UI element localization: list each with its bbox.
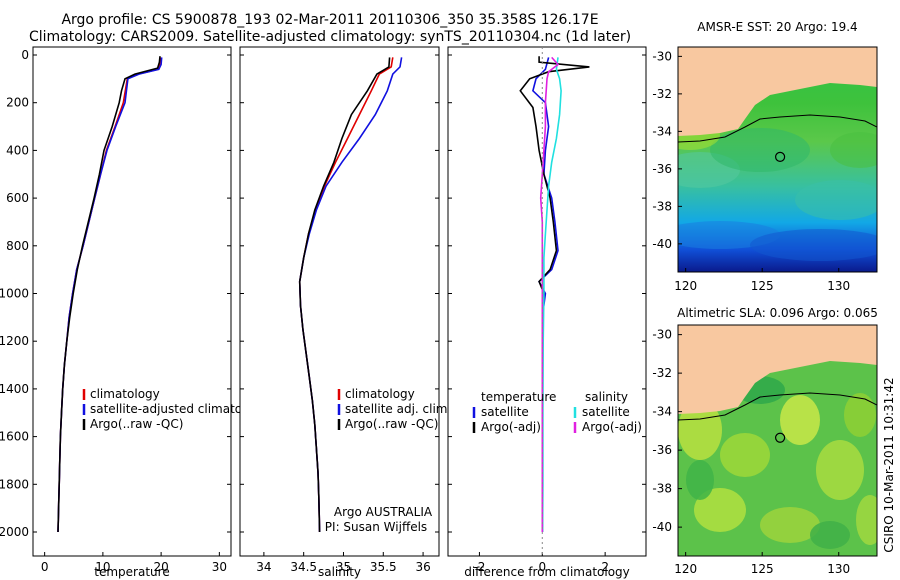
y-tick-label: -30 xyxy=(652,328,672,342)
shelf-contour xyxy=(678,392,877,421)
map-frame xyxy=(677,46,878,273)
y-tick-label: -38 xyxy=(652,199,672,213)
sla-patch xyxy=(816,440,864,500)
plot-frame xyxy=(447,46,647,557)
legend-label: satellite adj. clim. xyxy=(345,402,451,416)
profile-panel-1: 0 10 20 30 temperature 0 200 400 600 800 1000 1200 1… xyxy=(0,46,268,579)
legend-label: Argo(-adj) xyxy=(582,420,642,434)
series-line-3 xyxy=(57,56,161,533)
y-tick-label: -30 xyxy=(652,49,672,63)
legend-label: Argo(..raw -QC) xyxy=(90,417,183,431)
annotation-line-2: PI: Susan Wijffels xyxy=(325,520,427,534)
y-tick-label: 1600 xyxy=(0,430,29,444)
profile-panel-2: 34 34.5 35 35.5 36 salinity climatologysatelli… xyxy=(239,46,451,579)
x-tick-label: 0 xyxy=(41,560,49,574)
annotation-line-1: Argo AUSTRALIA xyxy=(334,505,433,519)
legend-label: climatology xyxy=(90,387,160,401)
x-tick-label: -2 xyxy=(473,560,485,574)
legend-label: Argo(-adj) xyxy=(481,420,541,434)
y-tick-label: -34 xyxy=(652,124,672,138)
plot-frame xyxy=(32,46,232,557)
sst-patch xyxy=(830,132,877,168)
profile-location-marker xyxy=(775,432,786,443)
series-line-3 xyxy=(298,57,391,533)
x-axis-label: difference from climatology xyxy=(464,565,630,579)
y-tick-label: -40 xyxy=(652,520,672,534)
x-axis-label: salinity xyxy=(318,565,361,579)
sla-patch xyxy=(720,433,770,477)
x-tick-label: 34.5 xyxy=(290,560,317,574)
credit-timestamp: CSIRO 10-Mar-2011 10:31:42 xyxy=(882,377,896,552)
y-tick-label: 200 xyxy=(6,96,29,110)
x-tick-label: 10 xyxy=(95,560,110,574)
y-tick-label: -32 xyxy=(652,87,672,101)
sla-patch xyxy=(810,521,850,549)
shelf-contour xyxy=(678,114,877,143)
sst-patch xyxy=(710,128,810,172)
x-tick-label: 130 xyxy=(827,279,850,293)
y-tick-label: 800 xyxy=(6,239,29,253)
y-tick-label: 600 xyxy=(6,191,29,205)
x-tick-label: 34 xyxy=(256,560,271,574)
y-tick-label: -40 xyxy=(652,237,672,251)
sla-patch xyxy=(694,488,746,532)
map-field xyxy=(678,47,877,272)
y-tick-label: -36 xyxy=(652,443,672,457)
y-tick-label: 1200 xyxy=(0,334,29,348)
legend-header: temperature xyxy=(481,390,556,404)
map-frame xyxy=(677,324,878,557)
y-tick-label: -32 xyxy=(652,366,672,380)
x-tick-label: 30 xyxy=(212,560,227,574)
x-tick-label: 125 xyxy=(751,562,774,576)
x-tick-label: 120 xyxy=(674,562,697,576)
y-tick-label: -38 xyxy=(652,482,672,496)
x-tick-label: 2 xyxy=(601,560,609,574)
sla-patch xyxy=(780,395,820,445)
series-line-4 xyxy=(539,56,560,532)
y-tick-label: -36 xyxy=(652,162,672,176)
map-title: Altimetric SLA: 0.096 Argo: 0.065 xyxy=(677,306,878,320)
land-mass xyxy=(678,325,877,414)
sla-patch xyxy=(686,460,714,500)
x-tick-label: 36 xyxy=(415,560,430,574)
y-tick-label: -34 xyxy=(652,405,672,419)
land-mass xyxy=(678,47,877,136)
x-tick-label: 35 xyxy=(336,560,351,574)
legend-label: satellite-adjusted climatology xyxy=(90,402,268,416)
x-axis-label: temperature xyxy=(94,565,169,579)
x-tick-label: 0 xyxy=(538,560,546,574)
y-tick-label: 2000 xyxy=(0,525,29,539)
x-tick-label: 120 xyxy=(674,279,697,293)
sla-patch xyxy=(760,507,820,543)
y-tick-label: 1800 xyxy=(0,477,29,491)
page-title-line-2: Climatology: CARS2009. Satellite-adjuste… xyxy=(28,29,632,45)
x-tick-label: 125 xyxy=(751,279,774,293)
x-tick-label: 130 xyxy=(827,562,850,576)
profile-location-marker xyxy=(775,151,786,162)
map-field xyxy=(678,325,877,556)
map-panel-2: 120 125 130 -30 -32 -34 -36 -38 -40 Altimetric SL… xyxy=(652,306,878,576)
sla-patch xyxy=(844,393,876,437)
sst-patch xyxy=(795,180,877,220)
legend-label: climatology xyxy=(345,387,415,401)
sst-patch xyxy=(750,229,877,261)
sla-patch xyxy=(678,400,722,460)
y-tick-label: 1400 xyxy=(0,382,29,396)
legend-label: satellite xyxy=(582,405,630,419)
page-title-line-1: Argo profile: CS 5900878_193 02-Mar-2011… xyxy=(61,12,599,28)
map-panel-1: 120 125 130 -30 -32 -34 -36 -38 -40 AMSR-E SST: 2… xyxy=(652,20,878,293)
y-tick-label: 1000 xyxy=(0,287,29,301)
plot-frame xyxy=(239,46,440,557)
legend-header: salinity xyxy=(585,390,628,404)
sla-patch xyxy=(856,495,877,545)
legend-label: Argo(..raw -QC) xyxy=(345,417,438,431)
legend-label: satellite xyxy=(481,405,529,419)
y-tick-label: 0 xyxy=(21,48,29,62)
y-tick-label: 400 xyxy=(6,143,29,157)
x-tick-label: 20 xyxy=(153,560,168,574)
map-title: AMSR-E SST: 20 Argo: 19.4 xyxy=(697,20,857,34)
x-tick-label: 35.5 xyxy=(370,560,397,574)
